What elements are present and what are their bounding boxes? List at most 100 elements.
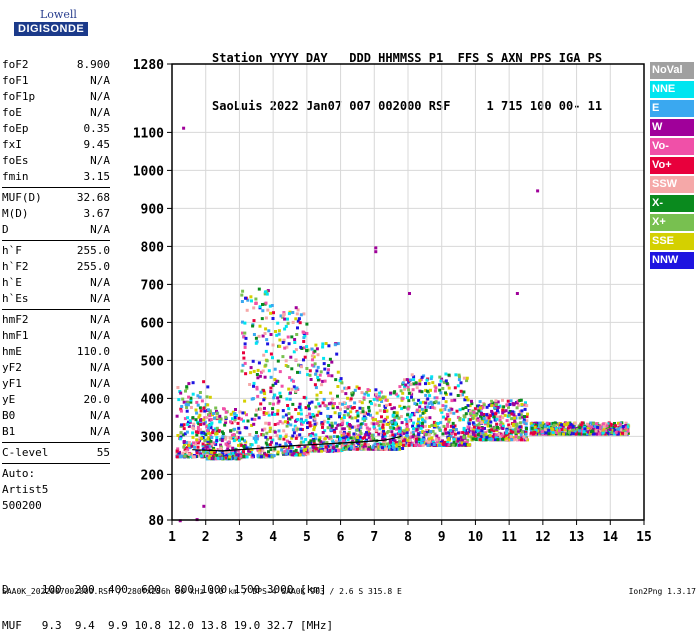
echo-point (406, 385, 410, 389)
echo-point (395, 427, 398, 431)
echo-point (567, 430, 571, 434)
echo-point (405, 378, 409, 382)
echo-point (417, 424, 421, 428)
echo-point (186, 403, 190, 407)
echo-point (355, 439, 359, 443)
echo-point (626, 425, 630, 429)
echo-point (178, 390, 182, 393)
echo-point (178, 450, 181, 454)
echo-point (495, 422, 499, 426)
muf-frequency-row: MUF 9.3 9.4 9.9 10.8 12.0 13.8 19.0 32.7… (2, 619, 334, 632)
echo-point (482, 416, 486, 420)
echo-point (205, 445, 209, 449)
echo-point (268, 443, 272, 447)
param-separator (2, 440, 110, 443)
echo-point (549, 422, 553, 426)
echo-point (242, 455, 246, 458)
param-name: foE (2, 106, 22, 119)
echo-point (251, 397, 255, 401)
parameter-panel: foF2 8.900 foF1 N/A foF1p N/A foE N/A foEp 0.35 fx… (2, 57, 110, 514)
echo-point (473, 407, 477, 411)
echo-point (346, 413, 350, 417)
outlier-point (408, 292, 411, 295)
echo-point (419, 438, 423, 442)
echo-point (284, 442, 288, 446)
echo-point (626, 431, 630, 435)
echo-point (342, 414, 346, 418)
echo-point (509, 429, 513, 433)
echo-point (228, 444, 232, 448)
echo-point (243, 331, 247, 335)
echo-point (275, 442, 278, 446)
x-tick-label: 5 (303, 530, 311, 545)
echo-point (221, 432, 225, 436)
echo-point (297, 444, 301, 448)
echo-point (346, 438, 350, 442)
echo-point (264, 363, 268, 367)
echo-point (410, 373, 414, 377)
echo-point (252, 384, 255, 388)
echo-point (278, 434, 282, 438)
echo-point (257, 334, 261, 338)
echo-point (294, 453, 297, 457)
echo-point (472, 410, 476, 414)
echo-point (392, 434, 396, 438)
echo-point (245, 446, 249, 450)
echo-point (265, 338, 269, 342)
echo-point (278, 370, 282, 374)
echo-point (508, 425, 512, 429)
echo-point (467, 434, 471, 438)
param-name: foF1p (2, 90, 36, 103)
echo-point (367, 405, 371, 409)
echo-point (292, 350, 296, 354)
echo-point (595, 422, 598, 426)
echo-point (186, 401, 190, 405)
echo-point (439, 408, 443, 412)
param-row: foEs N/A (2, 153, 110, 169)
echo-point (333, 343, 337, 347)
echo-point (579, 423, 583, 427)
echo-point (256, 444, 260, 448)
echo-point (261, 334, 265, 338)
echo-point (494, 412, 498, 416)
echo-point (181, 451, 185, 455)
echo-point (310, 363, 314, 367)
echo-point (184, 450, 188, 454)
echo-point (507, 413, 511, 417)
echo-point (361, 410, 365, 414)
echo-point (476, 417, 480, 421)
echo-point (436, 422, 440, 425)
echo-point (267, 454, 271, 458)
echo-point (497, 432, 500, 436)
echo-point (499, 434, 502, 438)
echo-point (375, 392, 378, 396)
echo-point (227, 440, 231, 444)
echo-point (237, 416, 241, 420)
echo-point (381, 435, 385, 439)
echo-point (368, 432, 372, 436)
echo-point (342, 436, 346, 440)
echo-point (414, 381, 418, 385)
echo-point (440, 377, 444, 381)
echo-point (379, 390, 383, 394)
param-value: 3.67 (83, 207, 111, 220)
echo-point (332, 428, 336, 432)
echo-point (330, 445, 333, 449)
echo-point (248, 383, 252, 386)
echo-point (451, 443, 455, 447)
legend-item-vo-: Vo- (650, 138, 694, 155)
echo-point (551, 421, 555, 425)
echo-point (326, 420, 330, 424)
echo-point (302, 336, 306, 340)
echo-point (372, 422, 376, 426)
echo-point (614, 430, 618, 434)
echo-point (252, 369, 256, 373)
echo-point (381, 395, 385, 399)
echo-point (302, 331, 306, 334)
echo-point (464, 412, 468, 416)
echo-point (389, 434, 393, 438)
echo-point (296, 427, 300, 431)
echo-point (228, 455, 232, 459)
echo-point (390, 442, 394, 445)
echo-point (524, 430, 528, 434)
